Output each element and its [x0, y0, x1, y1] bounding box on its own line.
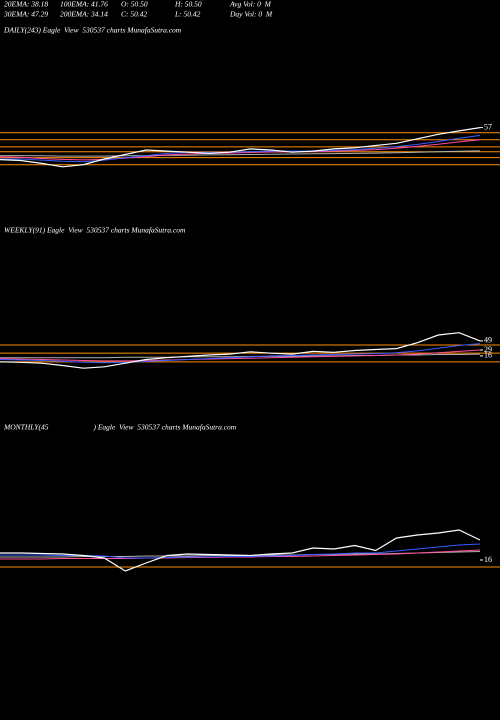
price-line	[0, 127, 481, 168]
header-stat: 20EMA: 38.18	[4, 0, 48, 9]
header-stat: 200EMA: 34.14	[60, 10, 108, 19]
price-line	[0, 529, 481, 572]
header-stat: Day Vol: 0 M	[229, 10, 273, 19]
y-tick-label: 57	[484, 122, 492, 131]
panel-title: MONTHLY(45 ) Eagle View 530537 charts Mu…	[3, 423, 237, 432]
y-tick-label: 29	[484, 345, 492, 354]
y-tick-label: 49	[484, 336, 492, 345]
y-tick-label: 16	[484, 555, 492, 564]
header-stat: H: 50.50	[174, 0, 202, 9]
price-line	[0, 343, 481, 364]
price-line	[0, 332, 481, 369]
header-stat: C: 50.42	[121, 10, 148, 19]
header-stat: 100EMA: 41.76	[60, 0, 108, 9]
price-line	[0, 150, 481, 157]
header-stat: Avg Vol: 0 M	[229, 0, 272, 9]
header-stat: 30EMA: 47.29	[3, 10, 48, 19]
y-tick-label: 16	[484, 351, 492, 360]
price-line	[0, 349, 481, 362]
price-line	[0, 134, 481, 163]
panel-title: WEEKLY(91) Eagle View 530537 charts Muna…	[4, 226, 186, 235]
price-line	[0, 139, 481, 161]
header-stat: L: 50.42	[174, 10, 201, 19]
header-stat: O: 50.50	[121, 0, 148, 9]
panel-title: DAILY(243) Eagle View 530537 charts Muna…	[3, 26, 182, 35]
